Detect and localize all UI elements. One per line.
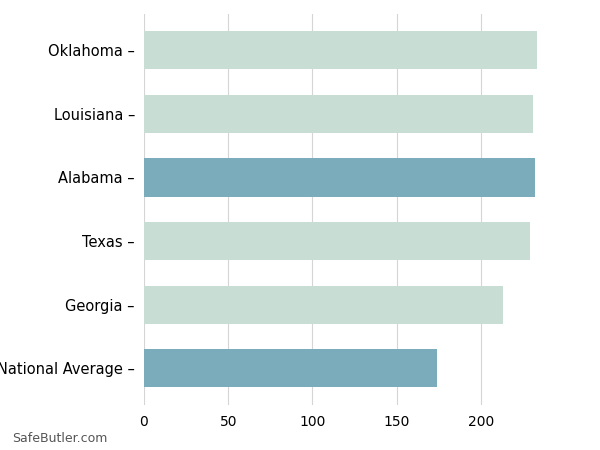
Bar: [144, 32, 536, 69]
Text: SafeButler.com: SafeButler.com: [12, 432, 107, 446]
Bar: [144, 222, 530, 260]
Bar: [144, 349, 437, 387]
Bar: [144, 158, 535, 197]
Bar: [144, 95, 533, 133]
Bar: [144, 285, 503, 324]
